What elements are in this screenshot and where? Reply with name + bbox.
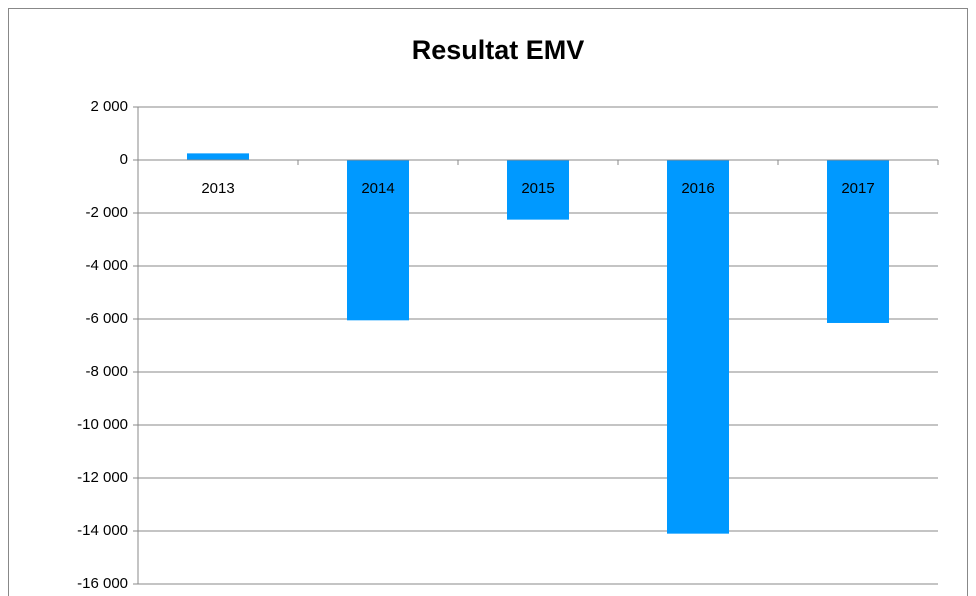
y-tick-label: -4 000 [85,257,128,274]
y-tick-label: -12 000 [77,469,128,486]
y-tick-label: -14 000 [77,522,128,539]
x-tick-label: 2013 [201,180,234,197]
x-tick-label: 2015 [521,180,554,197]
y-tick-label: 0 [120,151,128,168]
bar [507,160,569,220]
bar [187,153,249,160]
bar [827,160,889,323]
y-tick-label: -16 000 [77,575,128,592]
x-tick-label: 2017 [841,180,874,197]
y-tick-label: -2 000 [85,204,128,221]
x-tick-label: 2014 [361,180,394,197]
y-tick-label: -10 000 [77,416,128,433]
y-tick-label: -6 000 [85,310,128,327]
x-tick-label: 2016 [681,180,714,197]
bar [667,160,729,534]
y-tick-label: 2 000 [90,98,128,115]
chart-title: Resultat EMV [412,35,585,65]
bar [347,160,409,321]
chart-frame [8,8,968,596]
y-tick-label: -8 000 [85,363,128,380]
